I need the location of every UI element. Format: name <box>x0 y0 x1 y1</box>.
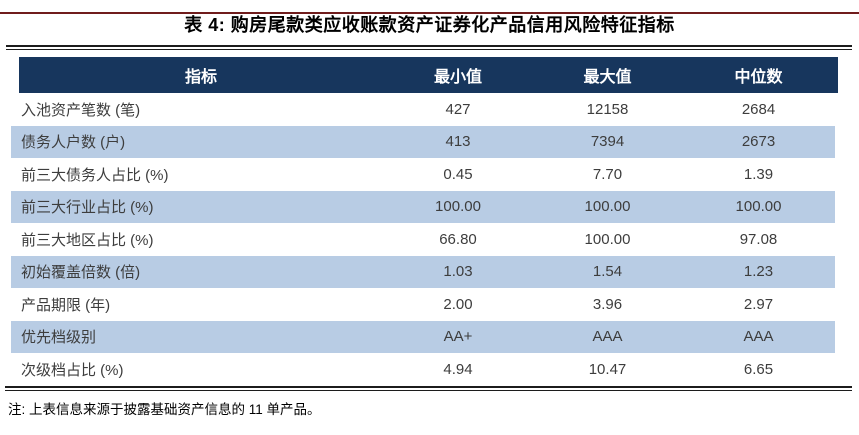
divider-double-line-top <box>6 45 852 50</box>
min-value: 1.03 <box>443 263 473 281</box>
median-value: 2673 <box>741 133 776 151</box>
column-header-min: 最小值 <box>433 69 482 86</box>
median-value: 1.23 <box>743 263 774 281</box>
table-row: 前三大债务人占比 (%) 0.45 7.70 1.39 <box>11 158 835 191</box>
median-value: 1.39 <box>743 165 774 183</box>
min-value: 100.00 <box>435 198 481 216</box>
max-value: 10.47 <box>588 360 627 378</box>
min-value: 0.45 <box>443 165 473 183</box>
median-value: 2.97 <box>743 295 774 313</box>
column-header-median: 中位数 <box>734 69 783 86</box>
max-value: 3.96 <box>592 295 623 313</box>
table-row: 前三大行业占比 (%) 100.00 100.00 100.00 <box>11 190 835 223</box>
table-header-row: 指标 最小值 最大值 中位数 <box>19 57 838 93</box>
divider-double-line-bottom <box>5 385 852 391</box>
max-value: 7394 <box>590 133 625 151</box>
row-label: 前三大债务人占比 (%) <box>21 166 169 184</box>
max-value: 100.00 <box>584 230 631 248</box>
row-label: 次级档占比 (%) <box>21 361 124 379</box>
min-value: AA+ <box>443 328 473 346</box>
row-label: 初始覆盖倍数 (倍) <box>21 264 141 282</box>
table-row: 产品期限 (年) 2.00 3.96 2.97 <box>11 288 835 321</box>
table-body: 入池资产笔数 (笔) 427 12158 2684 债务人户数 (户) 413 … <box>11 93 835 386</box>
column-header-indicator: 指标 <box>184 69 217 86</box>
row-label: 入池资产笔数 (笔) <box>21 101 141 119</box>
table-row: 初始覆盖倍数 (倍) 1.03 1.54 1.23 <box>11 255 835 288</box>
min-value: 2.00 <box>443 295 473 313</box>
row-label: 前三大行业占比 (%) <box>21 199 154 217</box>
max-value: 12158 <box>586 100 629 118</box>
row-label: 产品期限 (年) <box>21 296 111 314</box>
median-value: 6.65 <box>743 360 774 378</box>
median-value: AAA <box>743 328 774 346</box>
table-row: 前三大地区占比 (%) 66.80 100.00 97.08 <box>11 223 835 256</box>
row-label: 优先档级别 <box>21 329 97 347</box>
credit-risk-indicator-table: 指标 最小值 最大值 中位数 入池资产笔数 (笔) 427 12158 2684… <box>11 57 838 386</box>
table-row: 优先档级别 AA+ AAA AAA <box>11 320 835 353</box>
median-value: 2684 <box>741 100 776 118</box>
table-row: 次级档占比 (%) 4.94 10.47 6.65 <box>11 353 835 386</box>
column-header-max: 最大值 <box>583 69 632 86</box>
max-value: AAA <box>592 328 623 346</box>
row-label: 债务人户数 (户) <box>21 134 126 152</box>
min-value: 427 <box>445 100 471 118</box>
max-value: 1.54 <box>592 263 623 281</box>
median-value: 97.08 <box>739 230 778 248</box>
max-value: 100.00 <box>584 198 631 216</box>
table-row: 入池资产笔数 (笔) 427 12158 2684 <box>11 93 835 126</box>
table-row: 债务人户数 (户) 413 7394 2673 <box>11 125 835 158</box>
min-value: 4.94 <box>443 360 473 378</box>
median-value: 100.00 <box>735 198 782 216</box>
table-footnote: 注: 上表信息来源于披露基础资产信息的 11 单产品。 <box>8 401 321 417</box>
min-value: 413 <box>445 133 471 151</box>
max-value: 7.70 <box>592 165 623 183</box>
table-caption: 表 4: 购房尾款类应收账款资产证券化产品信用风险特征指标 <box>184 15 675 35</box>
row-label: 前三大地区占比 (%) <box>21 231 154 249</box>
min-value: 66.80 <box>439 230 477 248</box>
report-top-accent-rule <box>0 12 859 14</box>
